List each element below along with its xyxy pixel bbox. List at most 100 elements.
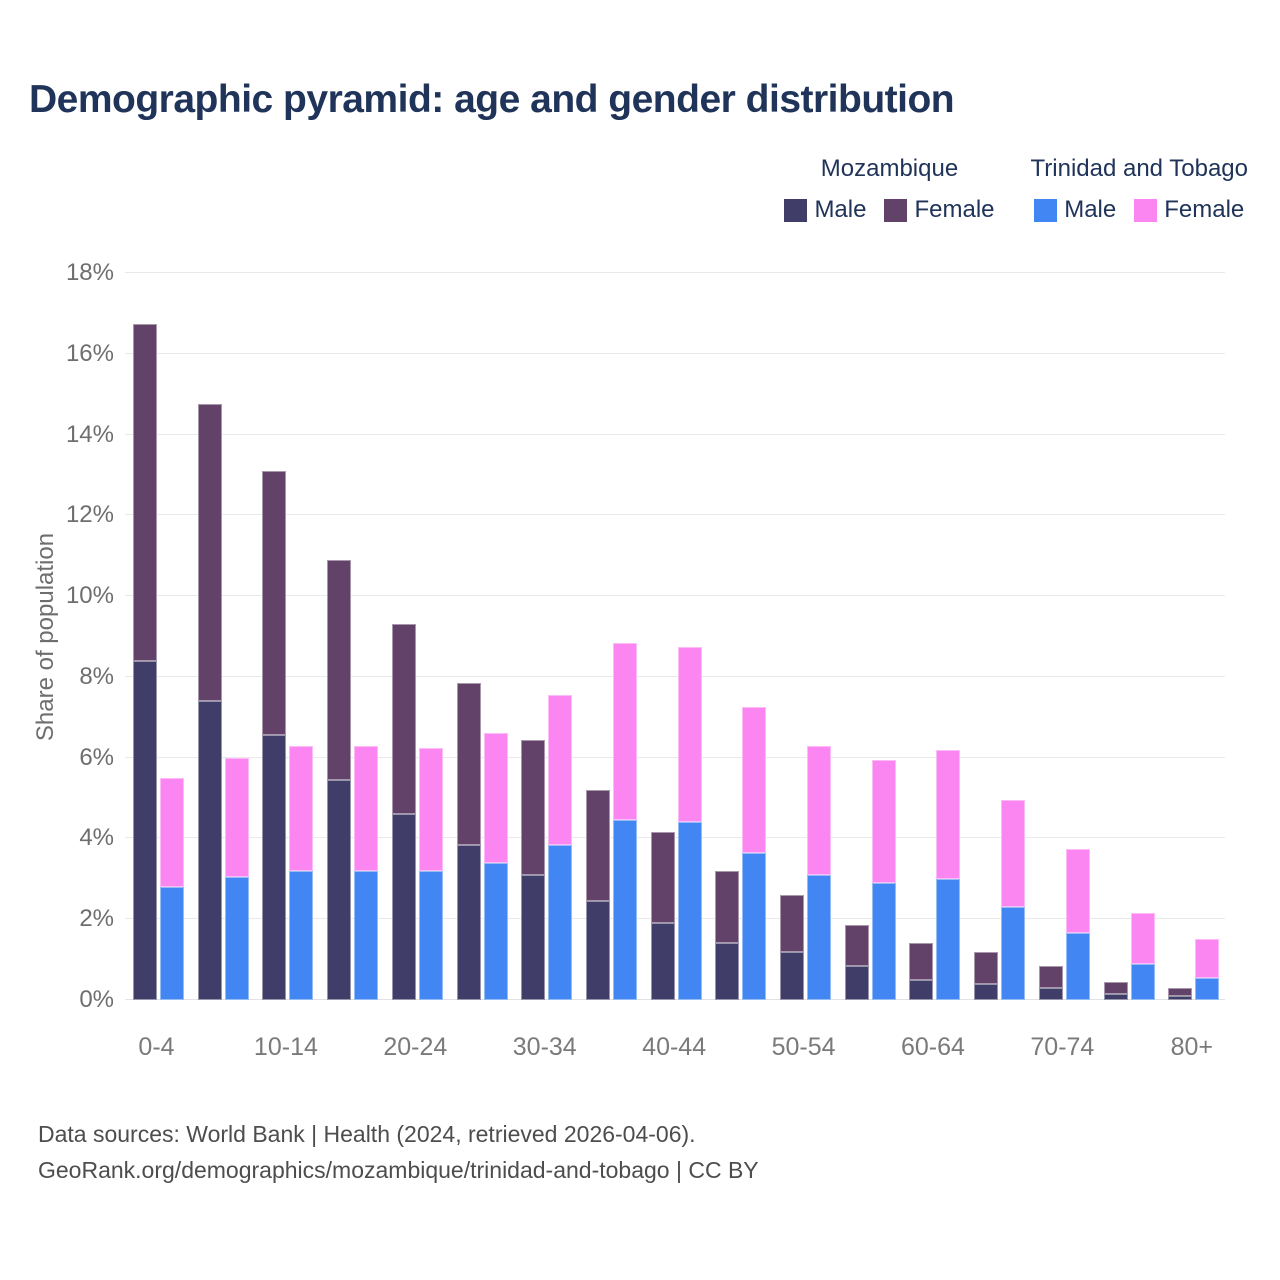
y-tick-label: 16%: [65, 339, 114, 367]
bar-mozambique-male-40-44[interactable]: [650, 923, 675, 1000]
bar-mozambique-male-20-24[interactable]: [391, 814, 416, 1000]
y-axis-ticks: 0% 2% 4% 6% 8% 10% 12% 14% 16% 18%: [0, 259, 114, 1013]
bar-trinidad-and-tobago-female-60-64[interactable]: [936, 749, 961, 879]
bar-mozambique-female-60-64[interactable]: [909, 943, 934, 980]
bar-mozambique-male-45-49[interactable]: [715, 943, 740, 1000]
bar-mozambique-male-60-64[interactable]: [909, 979, 934, 1000]
legend-country-title: Trinidad and Tobago: [1030, 155, 1249, 182]
bar-trinidad-and-tobago-female-40-44[interactable]: [677, 646, 702, 823]
bar-mozambique-female-0-4[interactable]: [133, 323, 157, 661]
y-tick-label: 14%: [65, 420, 114, 448]
bar-trinidad-and-tobago-male-25-29[interactable]: [483, 862, 508, 1000]
gridline: [125, 352, 1225, 354]
bar-mozambique-female-20-24[interactable]: [391, 624, 416, 815]
bar-mozambique-male-55-59[interactable]: [844, 965, 869, 1000]
y-tick-label: 8%: [79, 662, 114, 690]
bar-trinidad-and-tobago-female-35-39[interactable]: [612, 642, 637, 821]
bar-trinidad-and-tobago-female-80+[interactable]: [1195, 939, 1220, 978]
x-tick-label: 50-54: [771, 1033, 836, 1061]
legend-group-mozambique: Mozambique Male Female: [784, 155, 995, 224]
bar-mozambique-male-30-34[interactable]: [521, 874, 546, 1000]
bar-mozambique-male-5-9[interactable]: [197, 701, 222, 1000]
bar-trinidad-and-tobago-male-55-59[interactable]: [871, 882, 896, 1000]
bar-mozambique-male-65-69[interactable]: [974, 983, 999, 1000]
bar-trinidad-and-tobago-female-15-19[interactable]: [354, 745, 379, 871]
legend-swatch-icon: [1034, 198, 1058, 222]
legend-swatch-icon: [1134, 198, 1158, 222]
bar-trinidad-and-tobago-female-50-54[interactable]: [807, 745, 832, 875]
bar-mozambique-female-40-44[interactable]: [650, 832, 675, 924]
bar-mozambique-male-0-4[interactable]: [133, 660, 157, 1000]
bar-trinidad-and-tobago-male-40-44[interactable]: [677, 822, 702, 1000]
y-tick-label: 10%: [65, 582, 114, 610]
bar-mozambique-female-80+[interactable]: [1168, 987, 1193, 996]
legend: Mozambique Male Female Trinidad and Tobago M…: [784, 155, 1248, 224]
bar-mozambique-female-35-39[interactable]: [585, 790, 610, 902]
legend-swatch-icon: [884, 198, 908, 222]
bar-trinidad-and-tobago-female-45-49[interactable]: [742, 707, 767, 853]
gridline: [125, 837, 1225, 839]
bar-mozambique-female-65-69[interactable]: [974, 951, 999, 984]
bar-trinidad-and-tobago-male-30-34[interactable]: [548, 844, 573, 1000]
bar-trinidad-and-tobago-female-30-34[interactable]: [548, 695, 573, 845]
legend-country-title: Mozambique: [820, 155, 959, 182]
bar-trinidad-and-tobago-male-45-49[interactable]: [742, 852, 767, 1000]
bar-trinidad-and-tobago-female-75-79[interactable]: [1130, 913, 1155, 964]
bar-mozambique-female-75-79[interactable]: [1103, 981, 1128, 994]
bar-trinidad-and-tobago-male-60-64[interactable]: [936, 878, 961, 1000]
x-tick-label: 0-4: [138, 1033, 175, 1061]
legend-item-label: Female: [1164, 196, 1245, 223]
legend-item-male[interactable]: Male: [784, 196, 866, 224]
bar-mozambique-male-80+[interactable]: [1168, 995, 1193, 1000]
gridline: [125, 514, 1225, 516]
gridline: [125, 433, 1225, 435]
bar-mozambique-male-35-39[interactable]: [585, 901, 610, 1000]
bar-trinidad-and-tobago-male-50-54[interactable]: [807, 874, 832, 1000]
bar-mozambique-male-25-29[interactable]: [456, 844, 481, 1000]
bar-trinidad-and-tobago-female-0-4[interactable]: [160, 777, 184, 887]
bar-trinidad-and-tobago-male-0-4[interactable]: [160, 886, 184, 1000]
bar-trinidad-and-tobago-female-5-9[interactable]: [224, 757, 249, 877]
bar-trinidad-and-tobago-female-70-74[interactable]: [1065, 848, 1090, 934]
bar-mozambique-male-10-14[interactable]: [262, 735, 287, 1000]
bar-trinidad-and-tobago-male-15-19[interactable]: [354, 870, 379, 1000]
bar-mozambique-female-45-49[interactable]: [715, 870, 740, 944]
x-tick-label: 20-24: [383, 1033, 448, 1061]
bar-mozambique-male-50-54[interactable]: [780, 951, 805, 1000]
bar-mozambique-female-70-74[interactable]: [1038, 965, 1063, 988]
bar-mozambique-male-75-79[interactable]: [1103, 993, 1128, 1000]
legend-swatch-icon: [784, 198, 808, 222]
bar-trinidad-and-tobago-female-10-14[interactable]: [289, 745, 314, 871]
bar-mozambique-male-70-74[interactable]: [1038, 987, 1063, 1000]
y-tick-label: 6%: [79, 743, 114, 771]
bar-trinidad-and-tobago-male-20-24[interactable]: [418, 870, 443, 1000]
bar-mozambique-female-30-34[interactable]: [521, 739, 546, 875]
bar-trinidad-and-tobago-female-20-24[interactable]: [418, 747, 443, 871]
x-tick-label: 70-74: [1030, 1033, 1095, 1061]
bar-trinidad-and-tobago-male-5-9[interactable]: [224, 876, 249, 1000]
legend-item-female[interactable]: Female: [884, 196, 995, 224]
legend-item-male[interactable]: Male: [1034, 196, 1116, 224]
bar-mozambique-female-55-59[interactable]: [844, 925, 869, 966]
footer: Data sources: World Bank | Health (2024,…: [38, 1116, 759, 1188]
y-tick-label: 12%: [65, 501, 114, 529]
bar-mozambique-male-15-19[interactable]: [327, 779, 352, 1000]
bar-trinidad-and-tobago-male-75-79[interactable]: [1130, 963, 1155, 1000]
bar-trinidad-and-tobago-male-10-14[interactable]: [289, 870, 314, 1000]
bar-mozambique-female-10-14[interactable]: [262, 470, 287, 736]
gridline: [125, 272, 1225, 273]
bar-trinidad-and-tobago-female-25-29[interactable]: [483, 733, 508, 863]
legend-item-label: Male: [814, 196, 867, 223]
bar-mozambique-female-15-19[interactable]: [327, 559, 352, 780]
bar-trinidad-and-tobago-female-55-59[interactable]: [871, 759, 896, 883]
bar-trinidad-and-tobago-female-65-69[interactable]: [1001, 800, 1026, 908]
legend-item-female[interactable]: Female: [1134, 196, 1244, 224]
bar-mozambique-female-5-9[interactable]: [197, 404, 222, 702]
bar-mozambique-female-25-29[interactable]: [456, 682, 481, 845]
bar-trinidad-and-tobago-male-65-69[interactable]: [1001, 907, 1026, 1000]
bar-mozambique-female-50-54[interactable]: [780, 895, 805, 952]
bar-trinidad-and-tobago-male-80+[interactable]: [1195, 977, 1220, 1000]
gridline: [125, 756, 1225, 758]
bar-trinidad-and-tobago-male-70-74[interactable]: [1065, 933, 1090, 1000]
bar-trinidad-and-tobago-male-35-39[interactable]: [612, 820, 637, 1000]
